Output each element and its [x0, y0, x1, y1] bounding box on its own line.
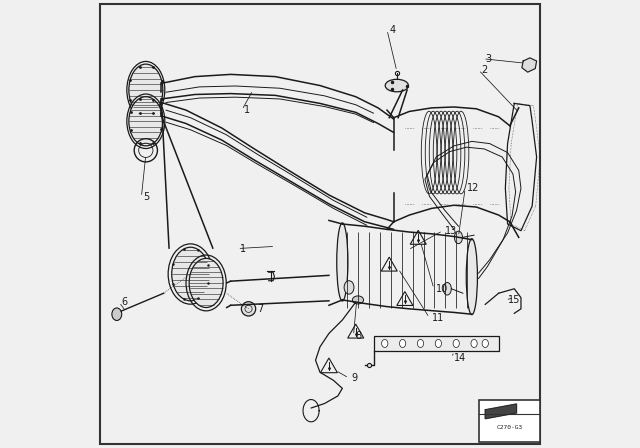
Text: 4: 4 [389, 25, 396, 35]
Bar [374, 336, 499, 351]
Ellipse shape [444, 283, 451, 295]
Ellipse shape [467, 239, 477, 314]
Text: 1: 1 [244, 105, 250, 115]
Polygon shape [397, 292, 413, 306]
Text: 5: 5 [143, 192, 150, 202]
Ellipse shape [454, 231, 463, 244]
Ellipse shape [435, 340, 442, 348]
Text: C270-G3: C270-G3 [496, 425, 522, 430]
Polygon shape [485, 404, 516, 419]
Ellipse shape [453, 340, 460, 348]
Text: 13: 13 [445, 226, 458, 236]
Ellipse shape [417, 340, 424, 348]
Ellipse shape [381, 340, 388, 348]
Polygon shape [381, 257, 397, 271]
Text: 14: 14 [454, 353, 466, 363]
Text: 9: 9 [351, 373, 357, 383]
Ellipse shape [399, 340, 406, 348]
Text: 1: 1 [239, 244, 246, 254]
Text: 7: 7 [257, 304, 264, 314]
Text: 11: 11 [431, 313, 444, 323]
Ellipse shape [189, 258, 223, 307]
Polygon shape [348, 324, 364, 338]
Ellipse shape [353, 296, 364, 304]
Ellipse shape [241, 302, 256, 316]
Text: 10: 10 [436, 284, 449, 294]
Text: 6: 6 [121, 297, 127, 307]
Text: 3: 3 [485, 54, 492, 64]
Ellipse shape [172, 247, 209, 301]
Polygon shape [522, 58, 536, 72]
Ellipse shape [337, 223, 348, 301]
Text: 12: 12 [467, 183, 480, 193]
Ellipse shape [129, 97, 163, 146]
Bar [479, 400, 540, 442]
Text: 8: 8 [356, 331, 362, 340]
Ellipse shape [112, 308, 122, 320]
Ellipse shape [385, 79, 408, 92]
Ellipse shape [129, 64, 163, 116]
Ellipse shape [471, 340, 477, 348]
Polygon shape [321, 358, 337, 373]
Polygon shape [410, 230, 426, 244]
Ellipse shape [482, 340, 488, 348]
Ellipse shape [344, 281, 354, 294]
Text: 15: 15 [508, 295, 520, 305]
Text: 2: 2 [481, 65, 487, 75]
